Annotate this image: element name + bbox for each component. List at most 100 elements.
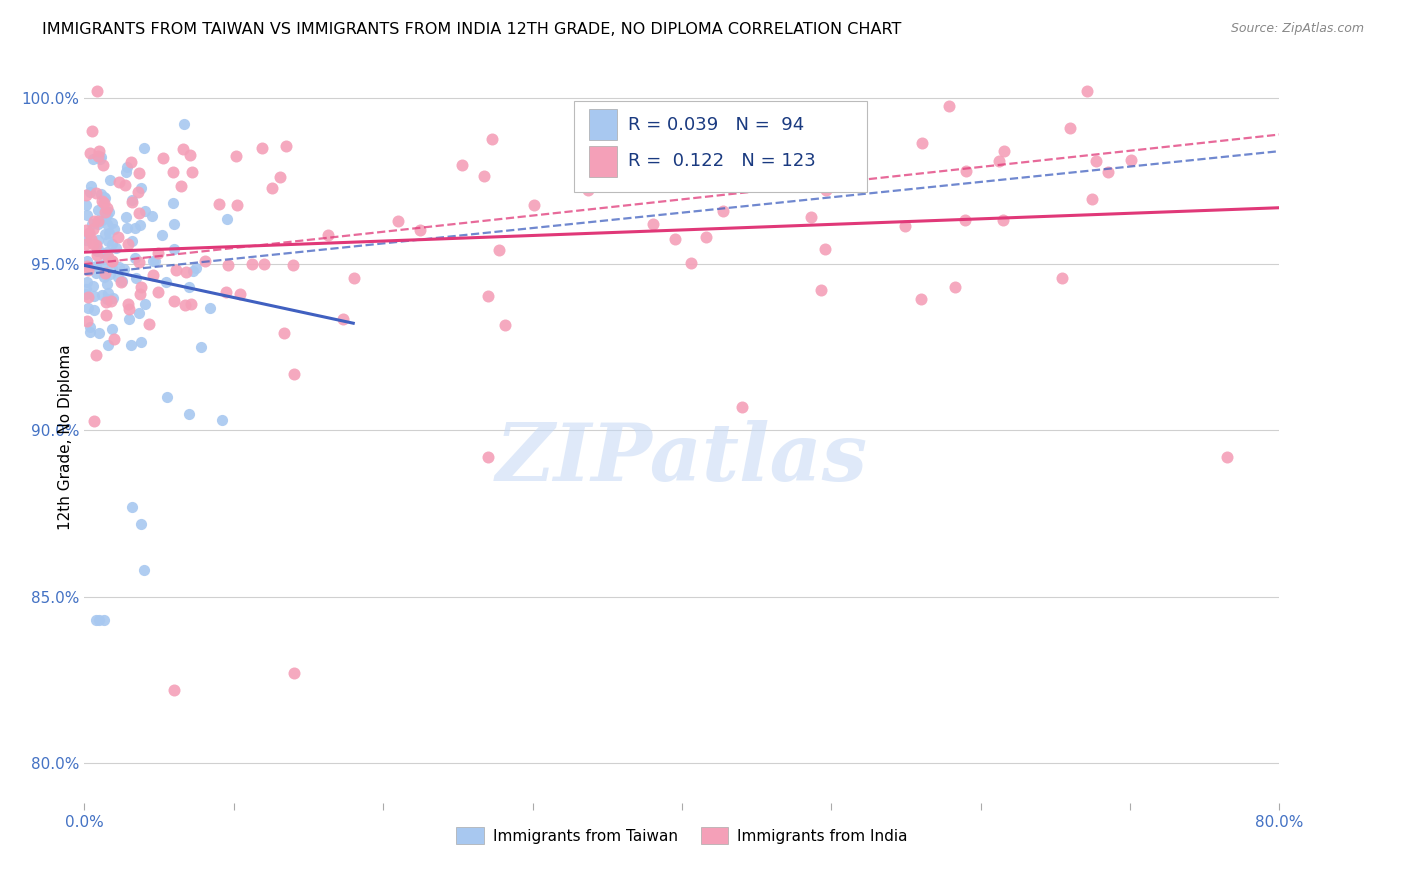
Point [128,306,150,320]
Point [523,198,546,212]
Point [332,311,354,326]
Point [87,326,110,340]
Point [83,289,105,303]
Point [79,320,101,334]
Point [87,217,110,231]
Point [132,563,156,577]
Point [800,210,823,224]
Point [174,298,197,312]
Point [198,301,221,316]
Point [938,98,960,112]
Point [215,211,238,226]
Point [150,228,173,243]
Point [82,279,104,293]
Point [146,246,169,260]
Point [174,265,197,279]
Point [180,297,202,311]
Point [488,243,510,257]
Point [90,186,112,201]
Point [96,245,118,260]
Point [163,682,186,697]
Point [87,242,110,256]
Point [115,160,138,174]
Point [173,117,195,131]
Point [179,148,201,162]
Point [86,348,108,362]
Point [711,204,734,219]
Point [695,230,717,244]
Point [77,301,100,315]
Point [111,274,134,288]
Point [132,141,155,155]
Point [142,254,165,268]
Point [595,175,617,189]
Point [121,500,143,514]
Point [103,222,125,236]
Point [93,195,115,210]
Point [75,233,97,247]
Point [679,256,702,270]
Point [80,218,103,232]
Point [253,257,276,271]
Point [100,294,122,309]
Point [217,258,239,272]
Point [115,210,138,224]
Point [98,267,121,281]
Point [211,413,233,427]
Point [228,287,250,301]
Point [86,613,108,627]
Point [993,144,1015,158]
Point [93,190,115,204]
Point [127,185,149,199]
Point [155,275,177,289]
Point [283,367,305,381]
Text: ZIPatlas: ZIPatlas [496,420,868,498]
Point [128,206,150,220]
Point [162,293,184,308]
Point [79,146,101,161]
Point [77,226,100,240]
Point [84,259,107,273]
Point [77,263,100,277]
Point [129,334,152,349]
Point [76,259,98,273]
Point [162,165,184,179]
Point [107,269,129,284]
Point [477,289,499,303]
Y-axis label: 12th Grade, No Diploma: 12th Grade, No Diploma [58,344,73,530]
Point [181,264,204,278]
Point [94,205,117,219]
Point [162,196,184,211]
Point [124,221,146,235]
Point [134,204,156,219]
Point [190,340,212,354]
Point [152,151,174,165]
Point [142,268,165,283]
Point [274,138,297,153]
Point [76,313,98,327]
Point [163,242,186,256]
Point [82,222,104,236]
Point [107,260,129,274]
Point [481,131,503,145]
Point [146,285,169,300]
Point [988,154,1011,169]
Point [87,144,110,158]
Point [86,214,108,228]
Point [83,413,105,427]
Point [911,136,934,150]
Point [98,252,121,267]
Point [94,266,117,280]
Point [118,312,141,326]
Point [86,247,108,261]
Point [214,285,236,299]
Point [96,217,118,231]
Point [250,141,273,155]
Point [101,261,124,276]
Point [810,283,832,297]
Point [101,216,124,230]
Point [86,266,108,280]
Point [240,257,263,271]
Point [98,205,121,219]
Point [141,209,163,223]
